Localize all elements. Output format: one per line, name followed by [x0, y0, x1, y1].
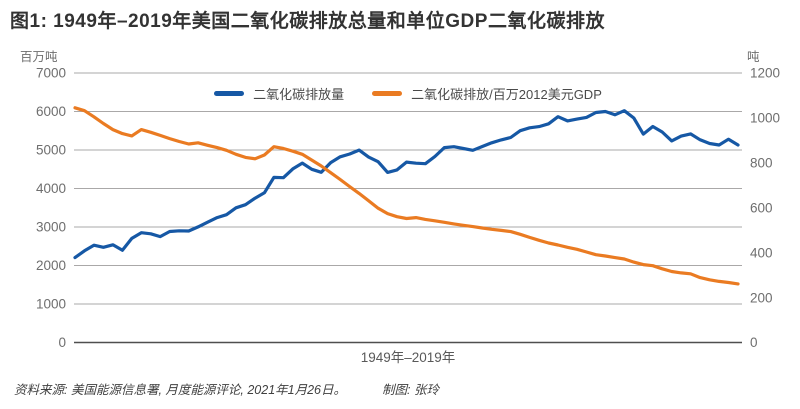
- legend: 二氧化碳排放量 二氧化碳排放/百万2012美元GDP: [74, 84, 742, 103]
- right-tick-label: 600: [750, 200, 773, 215]
- left-axis-unit: 百万吨: [20, 50, 58, 64]
- left-tick-label: 4000: [36, 181, 66, 196]
- left-tick-label: 3000: [36, 220, 66, 235]
- series-line-1: [73, 106, 740, 286]
- right-tick-label: 800: [750, 156, 773, 171]
- source-text: 资料来源: 美国能源信息署, 月度能源评论, 2021年1月26日。: [14, 383, 347, 397]
- legend-item-co2-total: 二氧化碳排放量: [214, 84, 344, 103]
- right-tick-label: 1000: [750, 111, 780, 126]
- credit-text: 制图: 张玲: [382, 383, 439, 397]
- legend-swatch-blue-icon: [214, 91, 245, 96]
- figure-footer: 资料来源: 美国能源信息署, 月度能源评论, 2021年1月26日。 制图: 张…: [14, 379, 439, 398]
- figure-title: 图1: 1949年–2019年美国二氧化碳排放总量和单位GDP二氧化碳排放: [10, 11, 605, 32]
- right-axis-unit: 吨: [747, 50, 760, 64]
- legend-label-co2-total: 二氧化碳排放量: [253, 87, 345, 102]
- left-tick-label: 2000: [36, 258, 66, 273]
- legend-label-co2-intensity: 二氧化碳排放/百万2012美元GDP: [411, 87, 602, 102]
- legend-item-co2-intensity: 二氧化碳排放/百万2012美元GDP: [372, 84, 602, 103]
- right-tick-label: 1200: [750, 66, 780, 81]
- right-tick-label: 200: [750, 290, 773, 305]
- left-tick-label: 1000: [36, 297, 66, 312]
- series-line-0: [73, 109, 740, 260]
- left-tick-label: 6000: [36, 104, 66, 119]
- left-tick-label: 5000: [36, 143, 66, 158]
- legend-swatch-orange-icon: [372, 91, 403, 96]
- left-tick-label: 0: [58, 335, 66, 350]
- x-axis-label: 1949年–2019年: [360, 350, 456, 365]
- right-tick-label: 400: [750, 245, 773, 260]
- left-tick-label: 7000: [36, 66, 66, 81]
- right-tick-label: 0: [750, 335, 758, 350]
